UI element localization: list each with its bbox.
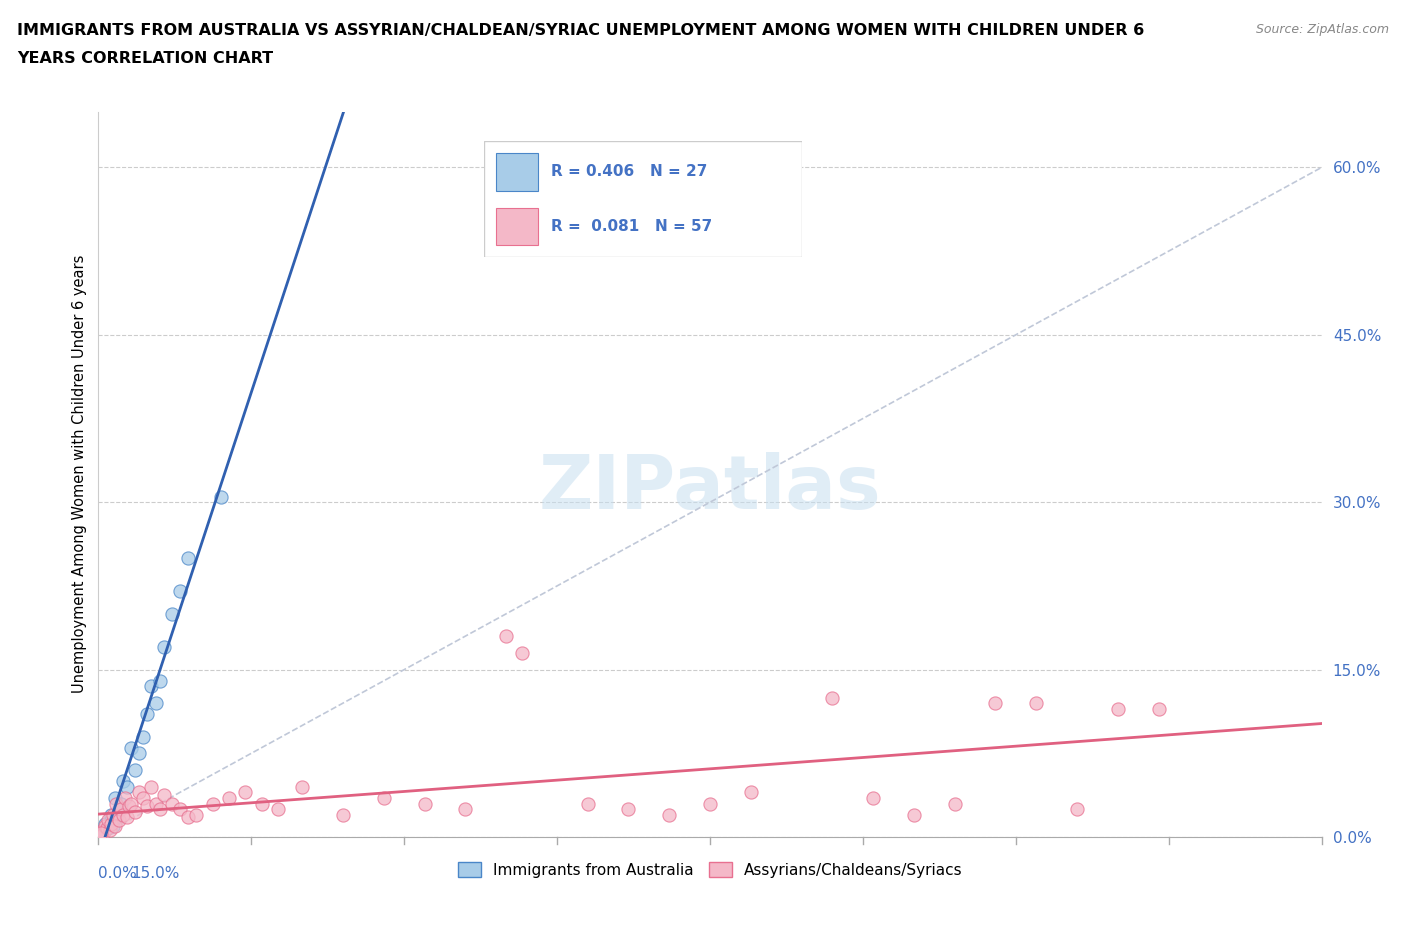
Point — [98, 823, 121, 838]
Point — [699, 796, 721, 811]
Point — [108, 802, 131, 817]
Point — [120, 796, 142, 811]
Point — [201, 796, 224, 811]
Point — [373, 790, 395, 805]
Legend: Immigrants from Australia, Assyrians/Chaldeans/Syriacs: Immigrants from Australia, Assyrians/Cha… — [451, 856, 969, 884]
Point — [160, 796, 183, 811]
Point — [89, 828, 111, 843]
Point — [145, 796, 167, 811]
Point — [110, 796, 132, 811]
Point — [152, 640, 174, 655]
Point — [141, 779, 163, 794]
Point — [149, 802, 172, 817]
Point — [160, 606, 183, 621]
Point — [903, 807, 925, 822]
Point — [943, 796, 966, 811]
Point — [413, 796, 436, 811]
Point — [1025, 696, 1047, 711]
Point — [495, 629, 517, 644]
Point — [132, 790, 155, 805]
Point — [332, 807, 354, 822]
Point — [120, 740, 142, 755]
Point — [740, 785, 762, 800]
Point — [105, 796, 128, 811]
Point — [267, 802, 290, 817]
Point — [90, 825, 112, 840]
Point — [821, 690, 844, 705]
Point — [128, 785, 150, 800]
Point — [97, 813, 120, 828]
Point — [91, 825, 114, 840]
Text: ZIPatlas: ZIPatlas — [538, 452, 882, 525]
Point — [454, 802, 477, 817]
Point — [100, 807, 122, 822]
Point — [576, 796, 599, 811]
Y-axis label: Unemployment Among Women with Children Under 6 years: Unemployment Among Women with Children U… — [72, 255, 87, 694]
Point — [96, 820, 118, 835]
Point — [118, 798, 141, 813]
Text: Source: ZipAtlas.com: Source: ZipAtlas.com — [1256, 23, 1389, 36]
Point — [136, 707, 159, 722]
Point — [209, 489, 232, 504]
Point — [111, 774, 134, 789]
Point — [169, 802, 191, 817]
Point — [104, 818, 127, 833]
Text: IMMIGRANTS FROM AUSTRALIA VS ASSYRIAN/CHALDEAN/SYRIAC UNEMPLOYMENT AMONG WOMEN W: IMMIGRANTS FROM AUSTRALIA VS ASSYRIAN/CH… — [17, 23, 1144, 38]
Point — [141, 679, 163, 694]
Text: YEARS CORRELATION CHART: YEARS CORRELATION CHART — [17, 51, 273, 66]
Point — [97, 820, 120, 835]
Point — [94, 817, 117, 831]
Point — [124, 805, 146, 820]
Point — [145, 696, 167, 711]
Point — [90, 824, 112, 839]
Point — [101, 807, 124, 822]
Point — [218, 790, 240, 805]
Point — [658, 807, 681, 822]
Point — [114, 790, 136, 805]
Point — [115, 809, 138, 824]
Point — [115, 779, 138, 794]
Point — [186, 807, 208, 822]
Point — [100, 817, 122, 831]
Point — [1107, 701, 1129, 716]
Point — [101, 818, 124, 833]
Point — [111, 807, 134, 822]
Point — [89, 826, 111, 841]
Point — [108, 813, 131, 828]
Point — [169, 584, 191, 599]
Point — [233, 785, 256, 800]
Point — [862, 790, 884, 805]
Point — [90, 828, 112, 843]
Point — [132, 729, 155, 744]
Point — [124, 763, 146, 777]
Point — [94, 818, 117, 833]
Point — [149, 673, 172, 688]
Point — [128, 746, 150, 761]
Point — [91, 824, 114, 839]
Point — [984, 696, 1007, 711]
Point — [177, 551, 200, 565]
Point — [1066, 802, 1088, 817]
Point — [136, 798, 159, 813]
Point — [104, 790, 127, 805]
Point — [512, 645, 534, 660]
Point — [177, 809, 200, 824]
Text: 15.0%: 15.0% — [132, 866, 180, 881]
Point — [105, 809, 128, 824]
Point — [110, 802, 132, 817]
Point — [250, 796, 273, 811]
Point — [617, 802, 640, 817]
Point — [291, 779, 314, 794]
Text: 0.0%: 0.0% — [98, 866, 138, 881]
Point — [1147, 701, 1170, 716]
Point — [152, 787, 174, 802]
Point — [91, 826, 114, 841]
